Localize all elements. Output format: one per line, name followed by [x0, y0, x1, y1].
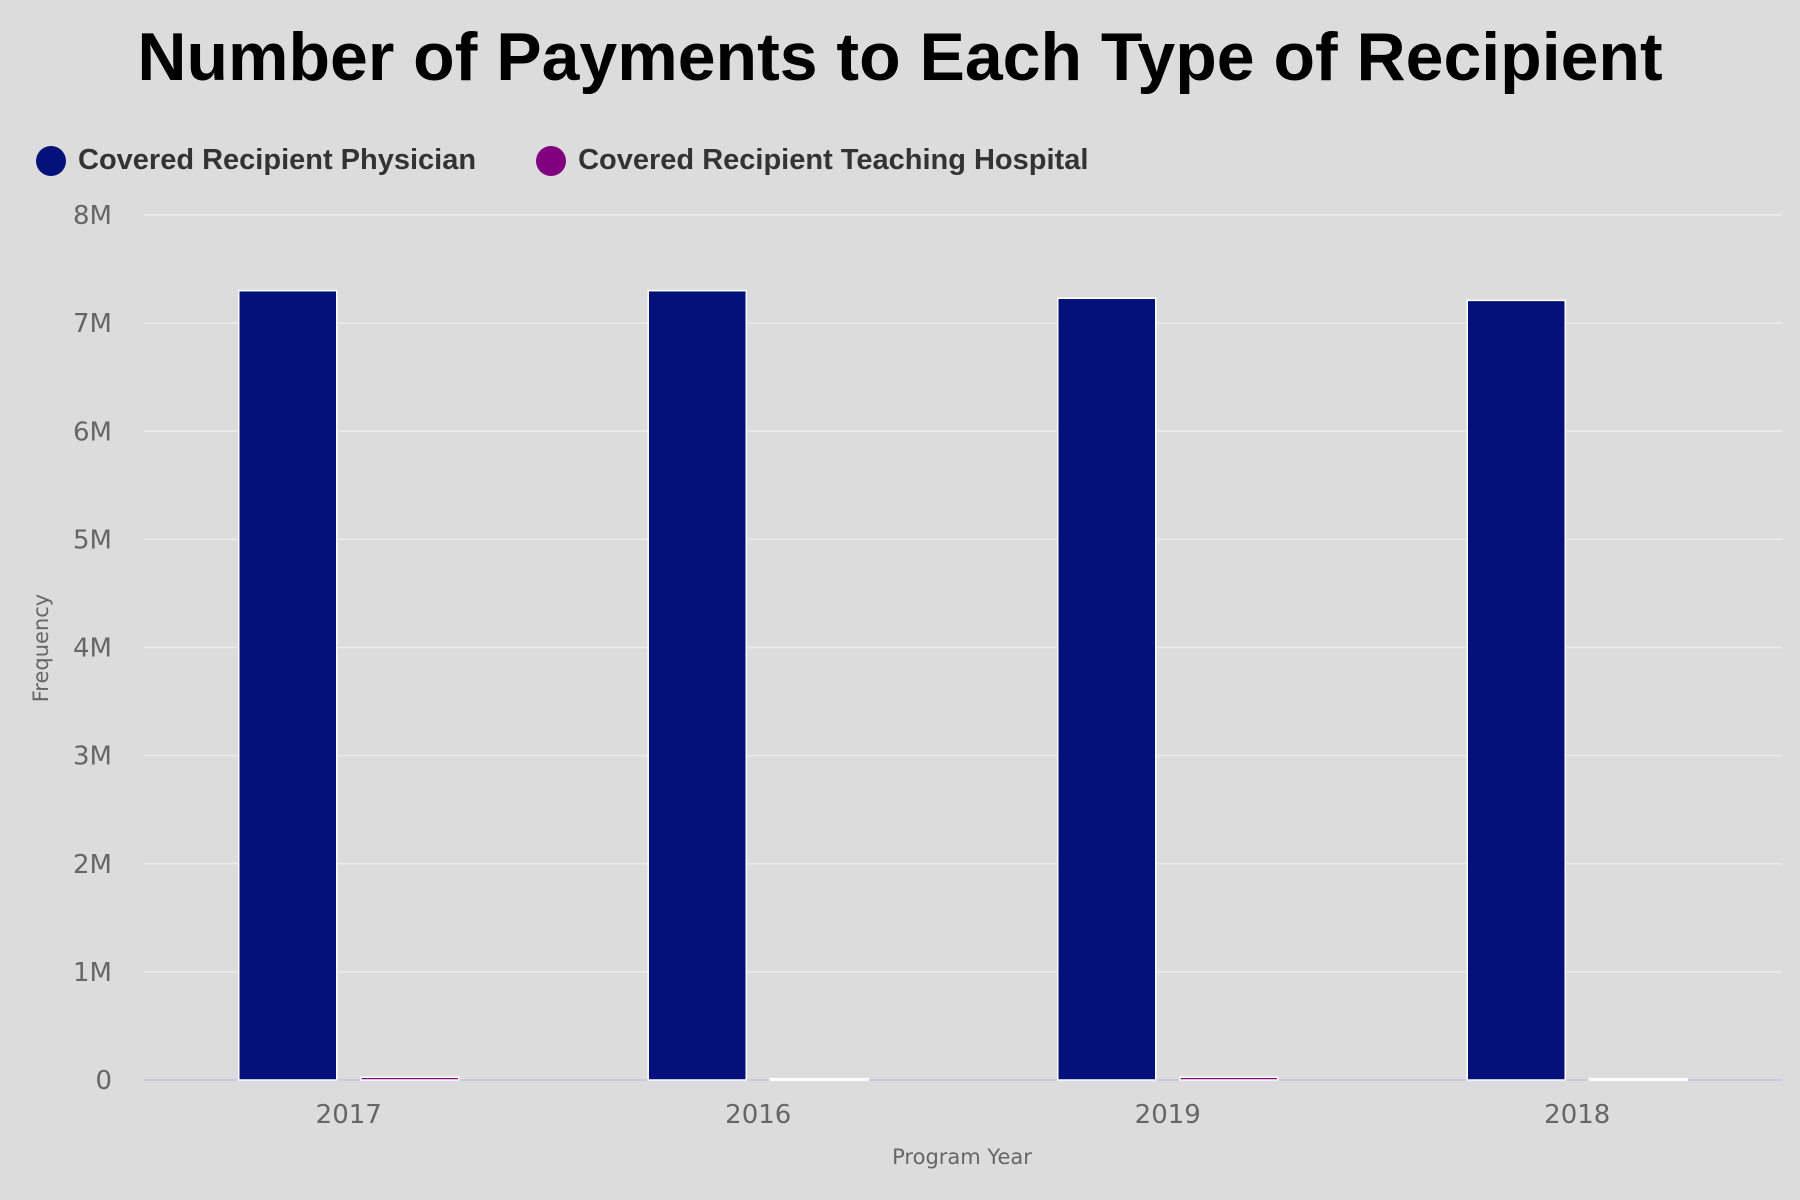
y-tick-label: 6M [73, 417, 112, 447]
chart-title: Number of Payments to Each Type of Recip… [137, 19, 1663, 95]
y-tick-label: 3M [73, 742, 112, 772]
bar-teaching-hospital-2018[interactable] [1588, 1077, 1688, 1081]
x-tick-label: 2016 [725, 1100, 791, 1130]
bar-physician-2017[interactable] [238, 289, 338, 1081]
bar-physician-2018[interactable] [1466, 299, 1566, 1081]
x-axis: 2017 2016 2019 2018 [316, 1100, 1611, 1130]
bar-physician-2019[interactable] [1057, 297, 1157, 1081]
bar-teaching-hospital-2019[interactable] [1179, 1076, 1279, 1081]
x-tick-label: 2019 [1135, 1100, 1201, 1130]
legend-marker-physician [36, 145, 66, 176]
y-tick-label: 7M [73, 309, 112, 339]
y-tick-label: 2M [73, 850, 112, 880]
y-tick-label: 1M [73, 958, 112, 988]
x-axis-title: Program Year [892, 1145, 1032, 1169]
legend-label-physician: Covered Recipient Physician [78, 144, 477, 176]
y-tick-label: 0 [95, 1066, 112, 1096]
bar-teaching-hospital-2016[interactable] [769, 1077, 869, 1081]
bars [238, 289, 1688, 1081]
legend-label-teaching-hospital: Covered Recipient Teaching Hospital [578, 144, 1089, 176]
y-tick-label: 8M [73, 201, 112, 231]
y-axis: 0 1M 2M 3M 4M 5M 6M 7M 8M [73, 201, 112, 1096]
legend: Covered Recipient Physician Covered Reci… [36, 144, 1148, 177]
y-axis-title: Frequency [29, 594, 53, 703]
legend-item-physician[interactable]: Covered Recipient Physician [36, 144, 476, 177]
legend-item-teaching-hospital[interactable]: Covered Recipient Teaching Hospital [536, 144, 1088, 177]
legend-marker-teaching-hospital [536, 145, 567, 176]
bar-physician-2016[interactable] [647, 289, 747, 1081]
y-tick-label: 4M [73, 634, 112, 664]
bar-teaching-hospital-2017[interactable] [360, 1076, 460, 1081]
x-tick-label: 2018 [1544, 1100, 1610, 1130]
y-tick-label: 5M [73, 525, 112, 555]
x-tick-label: 2017 [316, 1100, 382, 1130]
